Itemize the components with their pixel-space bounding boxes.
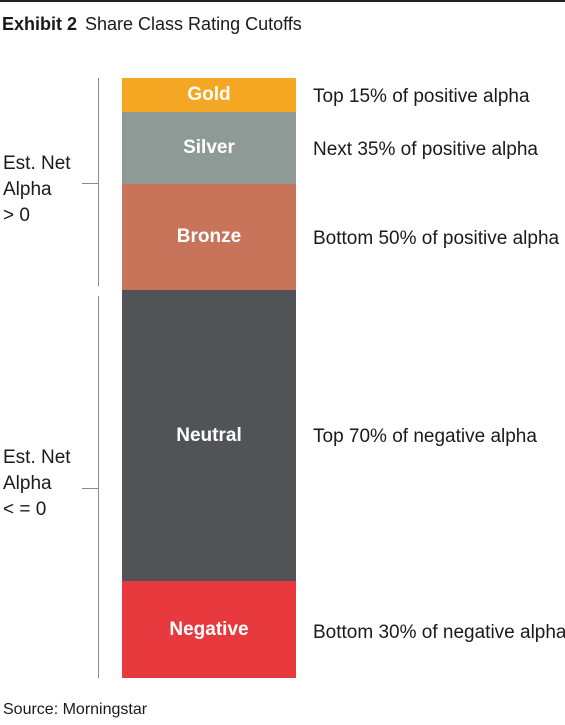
- group-label-line: > 0: [3, 205, 30, 226]
- band-label: Bronze: [176, 226, 242, 247]
- band-label: Silver: [183, 137, 235, 158]
- band-description-gold: Top 15% of positive alpha: [313, 86, 530, 107]
- source-note: Source: Morningstar: [3, 701, 148, 718]
- band-bronze: Bronze: [122, 184, 296, 290]
- band-gold: Gold: [122, 78, 296, 112]
- positive-alpha-label: Est. Net Alpha > 0: [3, 151, 71, 229]
- top-rule: [0, 0, 565, 2]
- band-silver: Silver: [122, 112, 296, 184]
- band-neutral: Neutral: [122, 290, 296, 581]
- group-label-line: Alpha: [3, 179, 52, 200]
- band-negative: Negative: [122, 581, 296, 678]
- group-label-line: Est. Net: [3, 153, 71, 174]
- band-description-neutral: Top 70% of negative alpha: [313, 426, 537, 447]
- group-label-line: Est. Net: [3, 447, 71, 468]
- band-label: Negative: [169, 618, 249, 640]
- positive-alpha-tick: [82, 183, 98, 184]
- group-label-line: < = 0: [3, 499, 47, 520]
- negative-alpha-tick: [82, 488, 98, 489]
- exhibit-label: Exhibit 2: [2, 14, 78, 34]
- band-description-bronze: Bottom 50% of positive alpha: [313, 228, 560, 249]
- negative-alpha-label: Est. Net Alpha < = 0: [3, 445, 71, 523]
- band-label: Neutral: [176, 424, 242, 446]
- chart-title: Share Class Rating Cutoffs: [85, 14, 302, 34]
- negative-alpha-bracket: [98, 296, 99, 678]
- group-label-line: Alpha: [3, 473, 52, 494]
- positive-alpha-bracket: [98, 78, 99, 286]
- band-description-negative: Bottom 30% of negative alpha: [313, 622, 565, 643]
- band-description-silver: Next 35% of positive alpha: [313, 139, 538, 160]
- exhibit-title: Exhibit 2 Share Class Rating Cutoffs: [2, 14, 302, 35]
- band-label: Gold: [187, 84, 231, 105]
